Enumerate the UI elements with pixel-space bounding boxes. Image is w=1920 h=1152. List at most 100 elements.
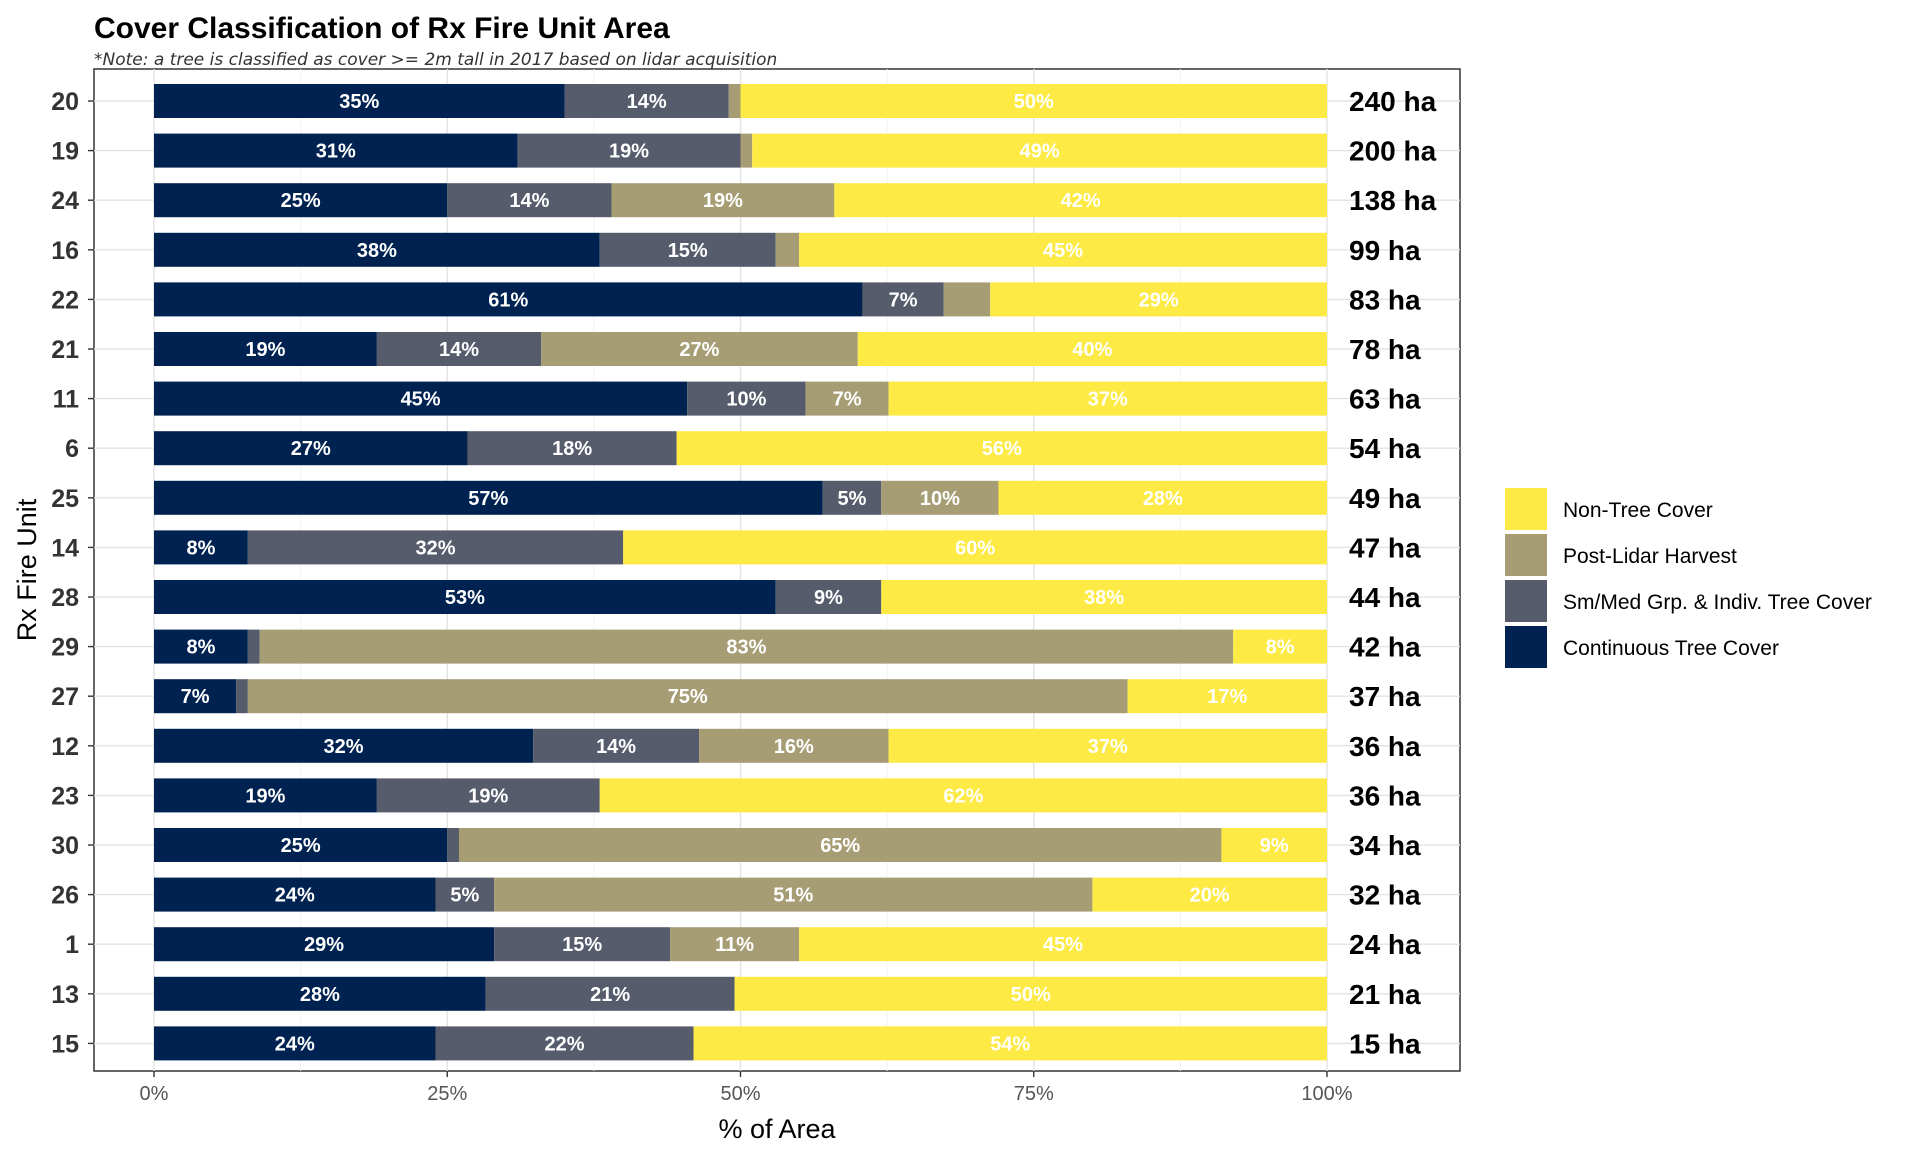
bar-segment <box>533 728 700 763</box>
bar-segment <box>154 480 823 515</box>
bar-segment <box>154 232 600 267</box>
bar-segment <box>458 828 1222 862</box>
bar-segment <box>752 133 1327 168</box>
bar-segment <box>699 728 889 763</box>
bar-segment <box>805 381 889 416</box>
segment-label: 31% <box>316 141 356 163</box>
bar-segment <box>728 84 741 118</box>
x-axis: 0% 25% 50% 75% 100% <box>140 1071 1353 1105</box>
y-tick-label: 16 <box>51 237 79 265</box>
y-tick-label: 25 <box>51 485 79 513</box>
bar-segment <box>599 232 776 267</box>
segment-label: 25% <box>281 835 321 857</box>
segment-label: 19% <box>245 339 285 361</box>
bar-segment <box>435 1026 694 1061</box>
y-tick-label: 12 <box>51 733 79 761</box>
bar-segment <box>247 629 260 664</box>
y-tick-label: 28 <box>51 584 79 612</box>
segment-label: 8% <box>186 537 215 559</box>
bar-segment <box>154 976 486 1011</box>
segment-label: 27% <box>679 339 719 361</box>
bar-segment <box>943 282 991 317</box>
y-axis-title: Rx Fire Unit <box>12 498 42 641</box>
y-tick-label: 20 <box>51 88 79 116</box>
segment-label: 45% <box>401 389 441 411</box>
segment-label: 28% <box>300 984 340 1006</box>
segment-label: 45% <box>1043 240 1083 262</box>
bar-segment <box>247 530 624 565</box>
segment-label: 20% <box>1190 885 1230 907</box>
bar-segment <box>485 976 735 1011</box>
segment-label: 7% <box>889 289 918 311</box>
area-label: 36 ha <box>1349 780 1421 811</box>
y-tick-label: 21 <box>51 336 79 364</box>
segment-label: 32% <box>324 736 364 758</box>
segment-label: 21% <box>590 984 630 1006</box>
bar-segment <box>154 580 776 614</box>
bar-segment <box>998 480 1327 515</box>
segment-label: 61% <box>488 289 528 311</box>
bar-segment <box>154 183 448 218</box>
y-tick-label: 15 <box>51 1030 79 1058</box>
area-label: 42 ha <box>1349 632 1421 663</box>
segment-label: 9% <box>1260 835 1289 857</box>
y-tick-label: 23 <box>51 782 79 810</box>
bar-segment <box>154 282 863 317</box>
area-label: 44 ha <box>1349 582 1421 613</box>
bar-segment <box>734 976 1327 1011</box>
bar-segment <box>259 629 1234 664</box>
segment-label: 17% <box>1207 686 1247 708</box>
segment-label: 65% <box>820 835 860 857</box>
segment-label: 50% <box>1011 984 1051 1006</box>
y-tick-label: 14 <box>51 534 79 562</box>
bar-segment <box>564 84 729 118</box>
segment-label: 56% <box>982 438 1022 460</box>
bar-segment <box>670 927 800 962</box>
bar-segment <box>154 778 377 813</box>
segment-label: 32% <box>416 537 456 559</box>
bar-segment <box>154 530 248 565</box>
bar-segment <box>857 332 1327 366</box>
bar-segment <box>154 332 377 366</box>
y-tick-label: 19 <box>51 138 79 166</box>
bar-segment <box>862 282 944 317</box>
area-label: 36 ha <box>1349 731 1421 762</box>
legend-swatch <box>1505 488 1547 530</box>
bar-segment <box>775 580 882 614</box>
bar-segment <box>888 728 1327 763</box>
bar-segment <box>376 778 600 813</box>
x-axis-title: % of Area <box>718 1114 836 1144</box>
segment-label: 14% <box>509 190 549 212</box>
chart-subtitle: *Note: a tree is classified as cover >= … <box>94 50 777 70</box>
bar-segment <box>447 828 459 862</box>
legend-label: Non-Tree Cover <box>1563 499 1713 522</box>
bar-segment <box>467 431 677 466</box>
bar-segment <box>541 332 858 366</box>
segment-label: 62% <box>943 785 983 807</box>
bar-segment <box>154 1026 436 1061</box>
segment-label: 24% <box>275 1033 315 1055</box>
bar-segment <box>1092 877 1327 912</box>
bar-segment <box>154 381 688 416</box>
legend-label: Sm/Med Grp. & Indiv. Tree Cover <box>1563 591 1872 614</box>
segment-label: 42% <box>1061 190 1101 212</box>
segment-label: 83% <box>726 637 766 659</box>
bar-segment <box>494 927 671 962</box>
area-label: 34 ha <box>1349 830 1421 861</box>
bar-segment <box>154 728 534 763</box>
area-label: 78 ha <box>1349 334 1421 365</box>
area-label: 99 ha <box>1349 235 1421 266</box>
y-axis: 20 19 24 16 22 21 11 6 25 14 28 29 27 12 23 30 26 1 13 15 <box>51 88 94 1058</box>
segment-label: 11% <box>715 934 754 956</box>
segment-label: 14% <box>439 339 479 361</box>
y-tick-label: 1 <box>65 931 79 959</box>
segment-label: 37% <box>1088 736 1128 758</box>
bars: 35% 14% 50% 240 ha 31% 19% 49% 200 ha 25% 14% 19% 4… <box>154 84 1437 1061</box>
y-tick-label: 26 <box>51 882 79 910</box>
bar-segment <box>881 580 1327 614</box>
segment-label: 25% <box>281 190 321 212</box>
legend-label: Post-Lidar Harvest <box>1563 545 1737 568</box>
bar-segment <box>676 431 1327 466</box>
segment-label: 22% <box>545 1033 585 1055</box>
